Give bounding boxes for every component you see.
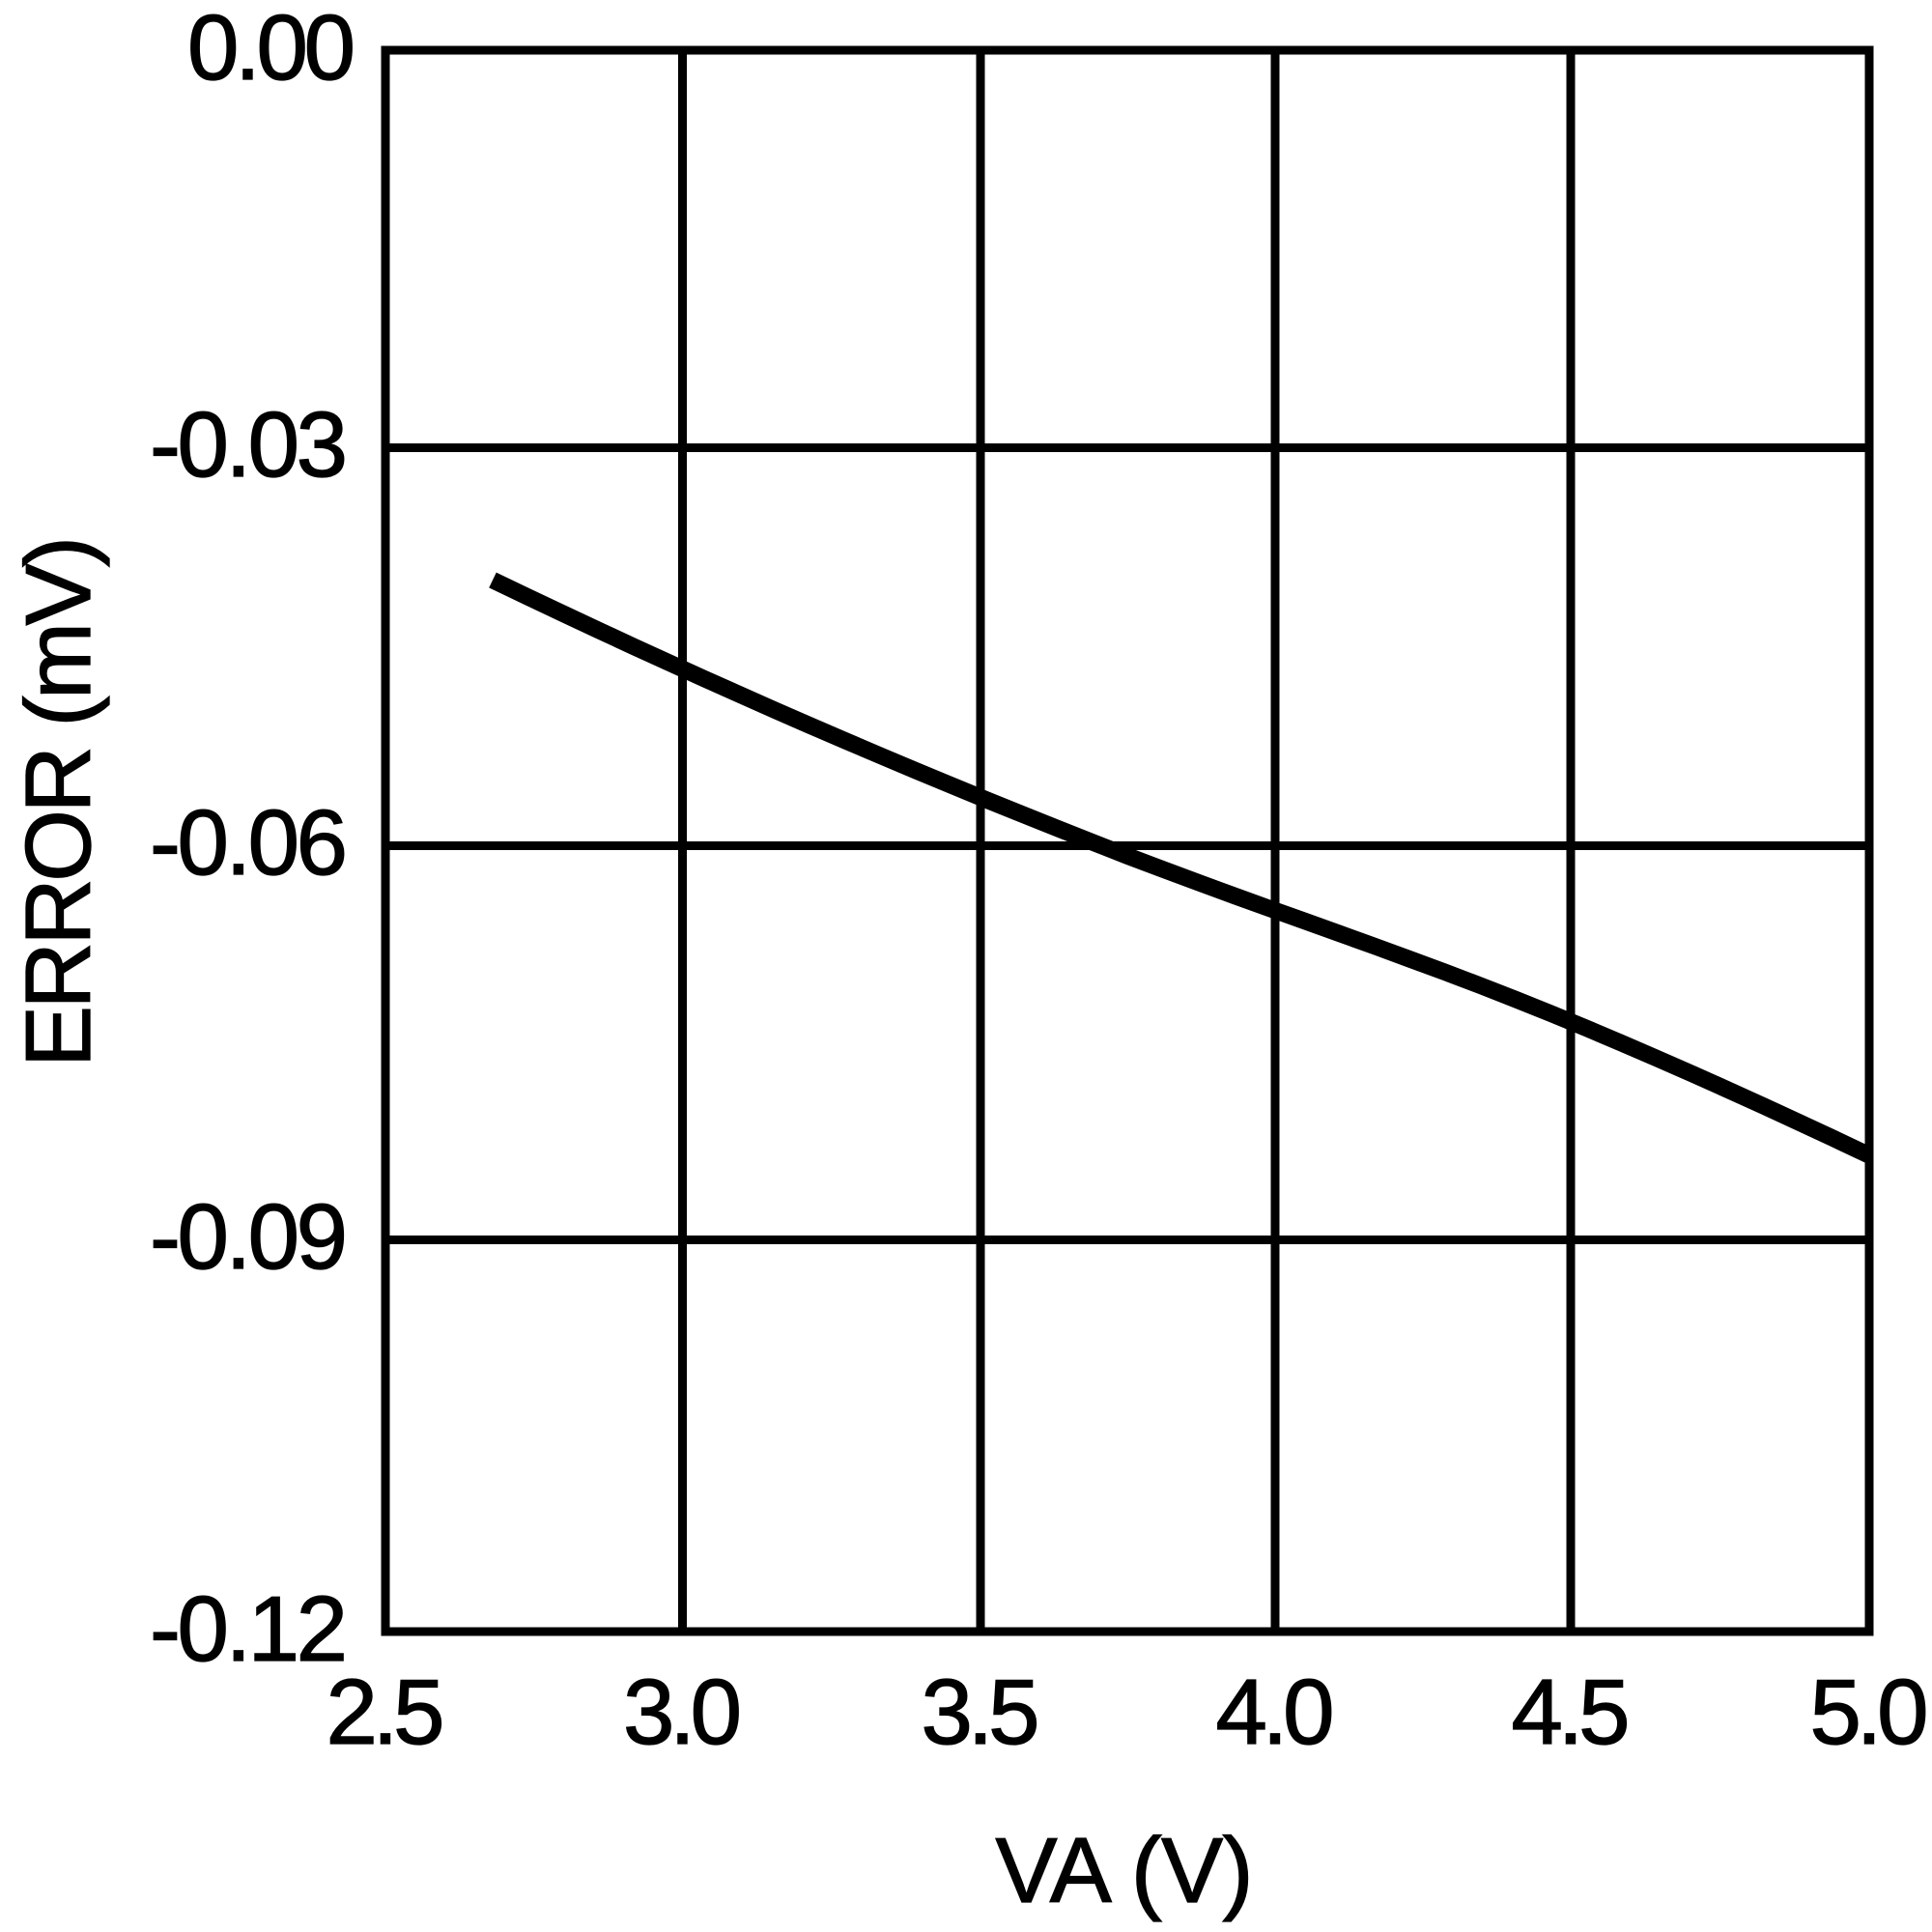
svg-text:0.00: 0.00 <box>187 0 355 99</box>
svg-text:-0.06: -0.06 <box>150 791 348 895</box>
svg-text:4.5: 4.5 <box>1512 1661 1631 1764</box>
svg-text:-0.03: -0.03 <box>150 393 348 497</box>
svg-text:3.0: 3.0 <box>623 1661 742 1764</box>
svg-text:-0.12: -0.12 <box>150 1577 348 1681</box>
svg-text:-0.09: -0.09 <box>150 1185 348 1289</box>
svg-text:3.5: 3.5 <box>922 1661 1040 1764</box>
svg-text:4.0: 4.0 <box>1216 1661 1335 1764</box>
svg-text:5.0: 5.0 <box>1810 1661 1929 1764</box>
svg-text:ERROR (mV): ERROR (mV) <box>7 536 110 1067</box>
svg-text:2.5: 2.5 <box>327 1661 445 1764</box>
svg-text:VA (V): VA (V) <box>996 1819 1254 1922</box>
